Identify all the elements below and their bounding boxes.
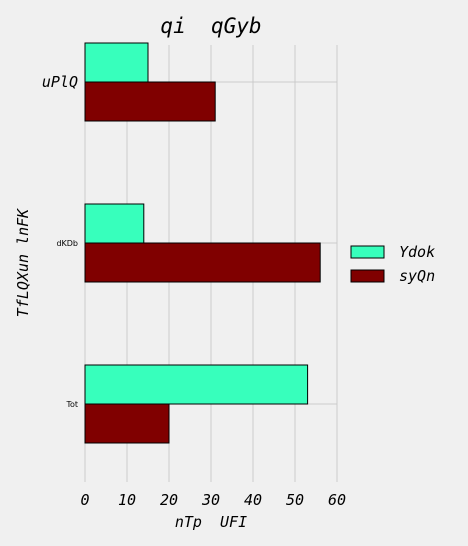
bar-syQn-dKDb <box>85 243 320 282</box>
bar-syQn-uPlQ <box>85 82 215 121</box>
x-tick-label: 50 <box>286 491 304 509</box>
y-tick-label: dKDb <box>56 239 78 248</box>
bar-Ydok-Tot <box>85 365 308 404</box>
x-axis-label: nTp UFI <box>175 513 247 531</box>
y-axis-label: TfLQXun lnFK <box>14 208 32 317</box>
legend: Ydok syQn <box>351 243 435 285</box>
y-tick-label: uPlQ <box>42 73 78 91</box>
x-tick-label: 60 <box>328 491 346 509</box>
x-tick-label: 20 <box>160 491 178 509</box>
bar-Ydok-dKDb <box>85 204 144 243</box>
legend-label-syQn: syQn <box>399 267 435 285</box>
bars <box>85 43 320 443</box>
y-tick-labels: uPlQ dKDb Tot <box>42 73 78 409</box>
chart-title: qi qGyb <box>160 14 261 38</box>
bar-syQn-Tot <box>85 404 169 443</box>
x-tick-label: 30 <box>201 491 220 509</box>
legend-swatch-Ydok <box>351 246 384 258</box>
x-tick-label: 0 <box>80 491 89 509</box>
legend-label-Ydok: Ydok <box>399 243 435 261</box>
y-tick-label: Tot <box>65 400 78 409</box>
legend-swatch-syQn <box>351 270 384 282</box>
bar-Ydok-uPlQ <box>85 43 148 82</box>
x-tick-label: 40 <box>244 491 262 509</box>
x-tick-labels: 0 10 20 30 40 50 60 <box>80 491 346 509</box>
x-tick-label: 10 <box>118 491 136 509</box>
